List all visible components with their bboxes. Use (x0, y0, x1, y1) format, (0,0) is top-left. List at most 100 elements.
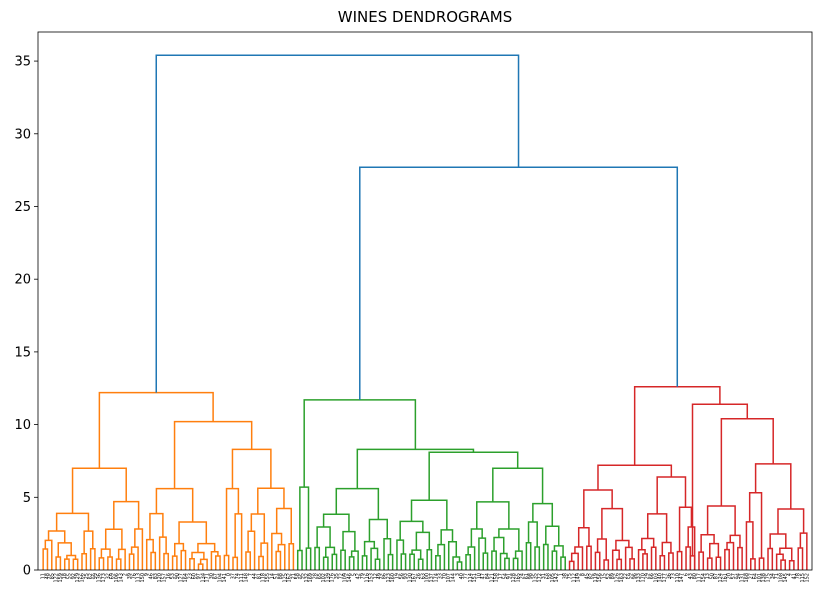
dendrogram-link (409, 553, 415, 570)
dendrogram-link (706, 505, 736, 536)
dendrogram-link (437, 543, 446, 570)
dendrogram-link (197, 542, 216, 553)
y-tick-label: 20 (14, 273, 31, 288)
dendrogram-link (678, 506, 693, 552)
dendrogram-link (271, 532, 283, 570)
dendrogram-link (570, 552, 579, 570)
leaf-label: 2 (123, 573, 129, 576)
leaf-label: 120 (157, 573, 163, 583)
y-tick-label: 30 (14, 127, 31, 142)
leaf-label: 49 (377, 573, 383, 579)
dendrogram-link (396, 539, 405, 570)
dendrogram-link (629, 558, 636, 570)
leaf-label: 112 (571, 573, 577, 583)
dendrogram-link (314, 546, 321, 570)
dendrogram-link (637, 548, 646, 570)
leaf-label: 106 (114, 573, 120, 583)
leaf-label: 107 (446, 573, 452, 583)
dendrogram-link (715, 556, 722, 570)
dendrogram-link (797, 547, 804, 570)
leaf-label: 111 (239, 573, 245, 583)
leaf-label: 30 (209, 573, 215, 579)
leaf-label: 138 (761, 573, 767, 583)
dendrogram-link (659, 554, 666, 570)
leaf-label: 158 (494, 573, 500, 583)
leaf-label: 128 (511, 573, 517, 583)
dendrogram-link (44, 539, 53, 570)
leaf-label: 83 (153, 573, 159, 579)
leaf-label: 18 (62, 573, 68, 579)
leaf-label: 103 (653, 573, 659, 583)
dendrogram-link (470, 528, 483, 548)
leaf-label: 153 (369, 573, 375, 583)
dendrogram-link (525, 541, 532, 570)
leaf-label: 109 (343, 573, 349, 583)
y-tick-label: 35 (14, 55, 31, 70)
leaf-label: 54 (502, 573, 508, 579)
leaf-label: 157 (161, 573, 167, 583)
leaf-label: 20 (727, 573, 733, 579)
leaf-label: 130 (407, 573, 413, 583)
leaf-label: 155 (265, 573, 271, 583)
leaf-label: 7 (248, 573, 254, 576)
leaf-label: 51 (274, 573, 280, 579)
dendrogram-link (706, 557, 713, 570)
leaf-label: 76 (131, 573, 137, 579)
dendrogram-link (150, 551, 157, 570)
leaf-label: 176 (330, 573, 336, 583)
leaf-label: 142 (554, 573, 560, 583)
leaf-label: 104 (218, 573, 224, 583)
dendrogram-link (709, 542, 720, 559)
leaf-label: 127 (179, 573, 185, 583)
leaf-label: 0 (226, 573, 232, 576)
leaf-label: 67 (213, 573, 219, 579)
leaf-label: 133 (636, 573, 642, 583)
dendrogram-link (737, 546, 743, 570)
leaf-label: 62 (88, 573, 94, 579)
dendrogram-link (724, 548, 730, 570)
dendrogram-link (400, 553, 407, 570)
leaf-label: 97 (196, 573, 202, 579)
dendrogram-link (234, 513, 243, 570)
dendrogram-link (155, 487, 194, 522)
leaf-label: 102 (321, 573, 327, 583)
dendrogram-link (171, 555, 178, 570)
leaf-label: 57 (731, 573, 737, 579)
dendrogram-link (115, 558, 122, 570)
leaf-label: 17 (498, 573, 504, 579)
leaf-label: 86 (382, 573, 388, 579)
dendrogram-link (512, 557, 519, 570)
dendrogram-link (799, 532, 808, 570)
leaf-label: 144 (451, 573, 457, 583)
leaf-label: 19 (394, 573, 400, 579)
leaf-label: 35 (334, 573, 340, 579)
dendrogram-link (594, 551, 601, 570)
leaf-label: 129 (75, 573, 81, 583)
dendrogram-link (368, 518, 388, 542)
root-link (359, 166, 679, 400)
dendrogram-link (624, 546, 633, 570)
dendrogram-link (726, 541, 735, 570)
leaf-label: 166 (79, 573, 85, 583)
leaf-label: 108 (778, 573, 784, 583)
leaf-label: 123 (386, 573, 392, 583)
leaf-label: 116 (364, 573, 370, 583)
dendrogram-link (596, 538, 607, 561)
leaf-label: 21 (291, 573, 297, 579)
dendrogram-link (145, 538, 154, 570)
dendrogram-link (691, 403, 749, 556)
leaf-label: 171 (205, 573, 211, 583)
dendrogram-link (646, 513, 668, 543)
dendrogram-link (650, 546, 657, 570)
plot-frame (37, 31, 813, 571)
leaf-label: 135 (533, 573, 539, 583)
dendrogram-link (750, 558, 756, 570)
dendrogram-link (83, 530, 94, 554)
leaf-label: 95 (300, 573, 306, 579)
dendrogram-link (374, 558, 381, 570)
leaf-label: 61 (524, 573, 530, 579)
leaf-label: 45 (584, 573, 590, 579)
dendrogram-link (361, 555, 368, 570)
leaf-label: 175 (766, 573, 772, 583)
leaf-label: 50 (709, 573, 715, 579)
